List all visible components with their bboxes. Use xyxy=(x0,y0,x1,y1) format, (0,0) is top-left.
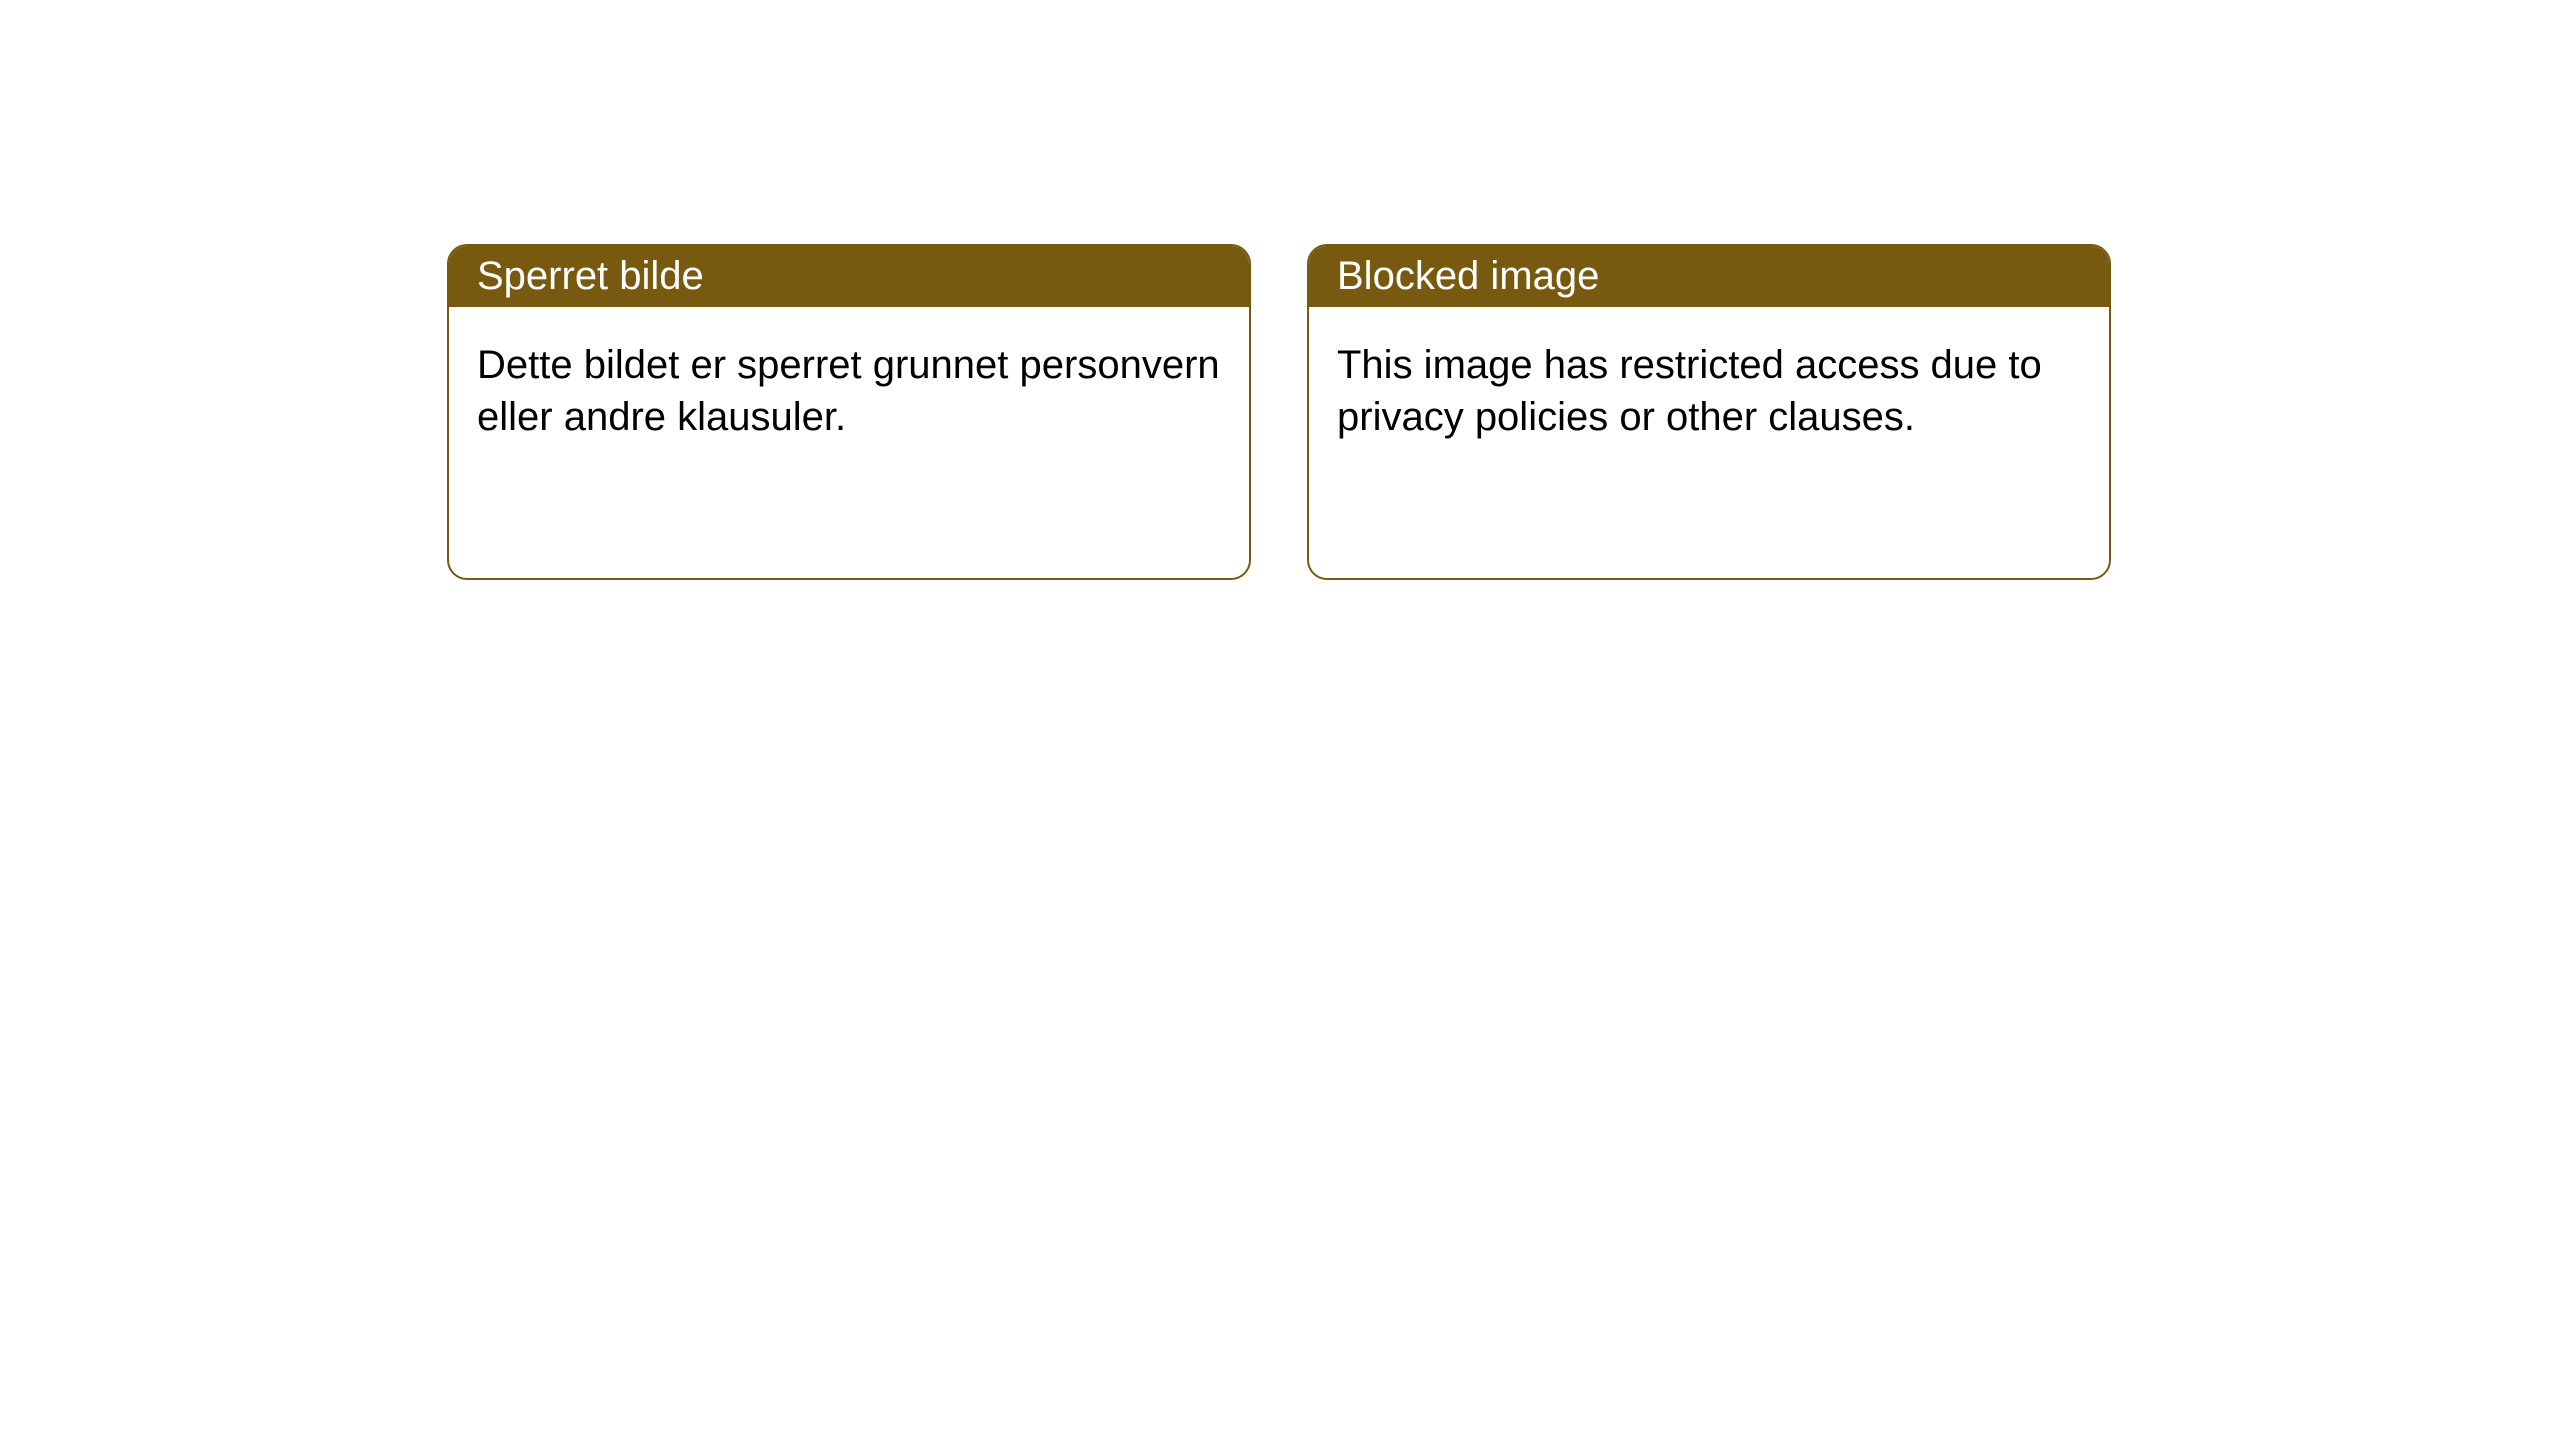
blocked-image-card-en: Blocked image This image has restricted … xyxy=(1307,244,2111,580)
card-message-no: Dette bildet er sperret grunnet personve… xyxy=(477,343,1220,439)
blocked-image-card-no: Sperret bilde Dette bildet er sperret gr… xyxy=(447,244,1251,580)
card-body-no: Dette bildet er sperret grunnet personve… xyxy=(449,307,1249,475)
card-header-no: Sperret bilde xyxy=(449,246,1249,307)
card-message-en: This image has restricted access due to … xyxy=(1337,343,2042,439)
card-header-en: Blocked image xyxy=(1309,246,2109,307)
card-body-en: This image has restricted access due to … xyxy=(1309,307,2109,475)
card-title-en: Blocked image xyxy=(1337,254,1599,298)
card-title-no: Sperret bilde xyxy=(477,254,704,298)
notice-container: Sperret bilde Dette bildet er sperret gr… xyxy=(0,0,2560,580)
